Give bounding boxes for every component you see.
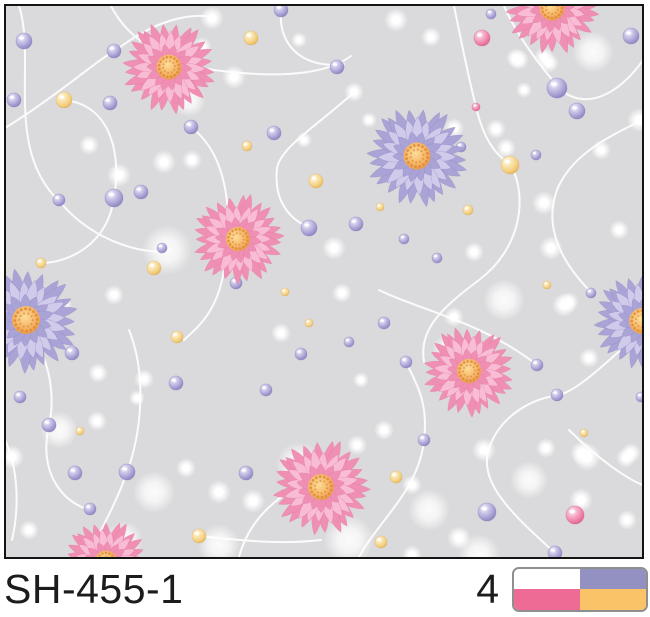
pattern-image bbox=[6, 6, 642, 557]
colorway-count: 4 bbox=[476, 565, 499, 612]
pattern-sample bbox=[4, 4, 644, 559]
color-swatch-white bbox=[514, 568, 580, 589]
color-swatch-purple bbox=[580, 568, 646, 589]
color-swatch-pink bbox=[514, 589, 580, 610]
colorway-info: 4 bbox=[476, 565, 650, 612]
color-swatch-grid bbox=[512, 566, 648, 612]
product-code: SH-455-1 bbox=[4, 565, 184, 612]
color-swatch-yellow bbox=[580, 589, 646, 610]
label-bar: SH-455-1 4 bbox=[0, 561, 650, 617]
